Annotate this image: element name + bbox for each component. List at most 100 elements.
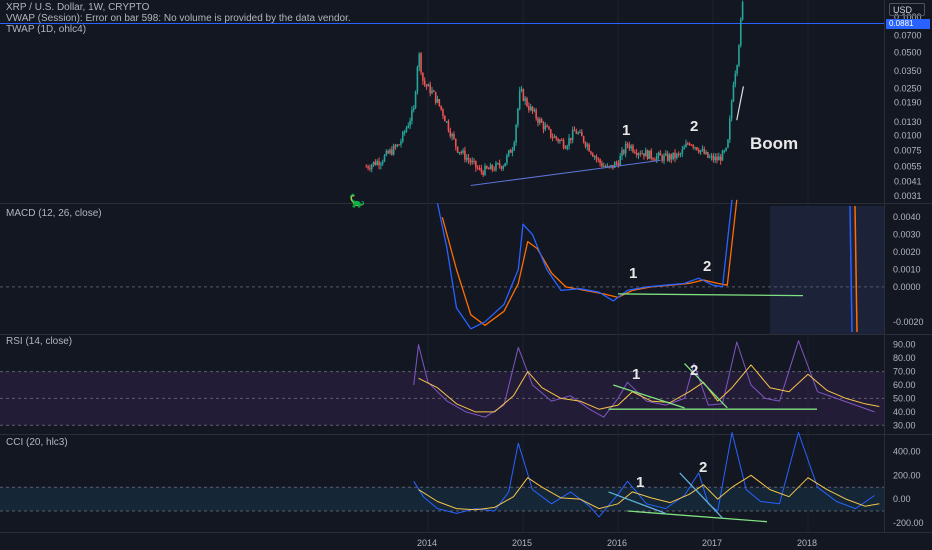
candle-body xyxy=(701,149,704,151)
candle-body xyxy=(670,154,673,160)
candle-body xyxy=(590,151,592,154)
candle-body xyxy=(666,153,669,161)
candle-body xyxy=(632,145,634,152)
cci-annotation-2: 2 xyxy=(699,459,708,476)
candle-body xyxy=(588,144,590,152)
candle-body xyxy=(451,133,453,137)
candle-body xyxy=(575,131,578,134)
price-tick-label: 0.0250 xyxy=(894,83,922,93)
rsi-tick-label: 30.00 xyxy=(893,420,916,430)
candle-body xyxy=(716,156,718,161)
candle-body xyxy=(392,145,395,155)
rsi-tick-label: 90.00 xyxy=(893,340,916,350)
candle-body xyxy=(707,152,709,158)
candle-body xyxy=(491,164,494,170)
macd-spike-line xyxy=(849,205,853,333)
candle-body xyxy=(586,144,589,147)
candle-body xyxy=(694,147,696,149)
candle-body xyxy=(504,163,506,167)
price-tick-label: 0.1000 xyxy=(894,12,922,22)
candle-body xyxy=(542,122,545,130)
candle-body xyxy=(699,150,702,153)
candle-body xyxy=(624,143,627,154)
candle-body xyxy=(381,161,384,164)
price-trendline xyxy=(470,159,661,187)
candle-body xyxy=(661,155,664,161)
candle-body xyxy=(475,160,477,168)
rsi-tick-label: 70.00 xyxy=(893,367,916,377)
candle-body xyxy=(617,163,620,166)
candle-body xyxy=(654,159,656,161)
candle-body xyxy=(582,136,585,143)
candle-body xyxy=(710,155,713,157)
candle-body xyxy=(372,161,375,165)
candle-body xyxy=(683,147,685,150)
twap-label: TWAP (1D, ohlc4) xyxy=(6,24,87,35)
candle-body xyxy=(398,144,400,146)
candle-body xyxy=(646,150,649,159)
candle-body xyxy=(697,150,700,153)
candle-body xyxy=(692,145,695,148)
time-tick-label: 2016 xyxy=(607,538,627,548)
candle-body xyxy=(391,149,393,155)
candle-body xyxy=(732,84,735,102)
time-tick-label: 2018 xyxy=(797,538,817,548)
macd-tick-label: 0.0000 xyxy=(893,282,921,292)
candle-body xyxy=(712,155,715,161)
candle-body xyxy=(407,125,410,128)
candle-body xyxy=(628,144,631,149)
candle-body xyxy=(644,150,647,157)
candle-body xyxy=(619,156,621,166)
candle-body xyxy=(447,121,450,131)
candle-body xyxy=(584,142,587,147)
macd-annotation-2: 2 xyxy=(703,258,712,275)
price-annotation-1: 1 xyxy=(622,122,631,139)
cci-divergence-line-1 xyxy=(608,491,666,514)
currency-button[interactable]: USD xyxy=(889,3,925,16)
candle-body xyxy=(495,163,497,171)
candle-body xyxy=(423,80,426,85)
candle-body xyxy=(520,89,523,91)
candle-body xyxy=(400,141,402,145)
candle-body xyxy=(741,1,744,20)
candle-body xyxy=(734,73,737,85)
rsi-band xyxy=(0,371,884,426)
dino-logo-icon: 🦕 xyxy=(349,193,365,209)
candle-body xyxy=(465,157,468,160)
candle-body xyxy=(496,163,499,165)
candle-body xyxy=(696,147,698,151)
price-tag: 0.0881 xyxy=(886,19,930,29)
cci-annotation-1: 1 xyxy=(636,474,645,491)
candle-body xyxy=(529,106,532,111)
macd-spike-signal xyxy=(854,205,858,333)
candle-body xyxy=(615,162,618,164)
candle-body xyxy=(719,156,722,161)
cci-line xyxy=(413,432,875,518)
candle-body xyxy=(626,143,629,145)
candle-body xyxy=(597,158,600,160)
candle-body xyxy=(599,159,601,164)
macd-tick-label: 0.0010 xyxy=(893,265,921,275)
candle-body xyxy=(487,168,490,170)
candle-body xyxy=(403,131,406,133)
candle-body xyxy=(365,166,368,168)
candle-body xyxy=(560,139,563,141)
candle-body xyxy=(566,145,569,149)
candle-body xyxy=(562,140,565,148)
macd-tick-label: 0.0020 xyxy=(893,247,921,257)
candle-body xyxy=(478,168,481,170)
macd-title: MACD (12, 26, close) xyxy=(6,208,102,219)
rsi-ma-line xyxy=(418,364,880,413)
candle-body xyxy=(641,153,643,155)
rsi-annotation-2: 2 xyxy=(690,362,699,379)
cci-band xyxy=(0,487,884,511)
candle-body xyxy=(380,163,382,166)
rsi-title: RSI (14, close) xyxy=(6,336,73,347)
rsi-tick-label: 80.00 xyxy=(893,353,916,363)
candle-body xyxy=(668,154,671,161)
cci-tick-label: 400.00 xyxy=(893,447,921,457)
candle-body xyxy=(548,127,550,130)
candle-body xyxy=(539,119,541,123)
candle-body xyxy=(493,169,495,171)
